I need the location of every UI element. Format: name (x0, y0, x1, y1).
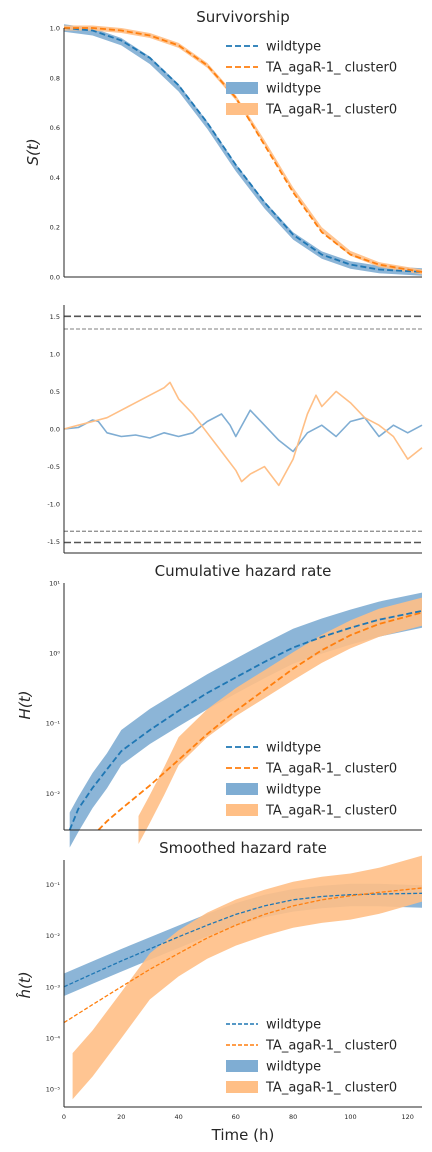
legend-entry: wildtype (266, 783, 321, 798)
legend-patch (226, 783, 258, 795)
panel-title: Cumulative hazard rate (155, 562, 332, 580)
legend: wildtype TA_agaR-1_ cluster0 wildtype TA_ag… (226, 1018, 397, 1096)
y-tick-label: 1.0 (50, 25, 60, 33)
y-tick-label: 10⁻³ (46, 983, 61, 991)
y-tick-label: 0.6 (50, 124, 60, 132)
fit-line (97, 611, 423, 831)
confidence-band (72, 855, 422, 1100)
y-tick-label: -0.5 (47, 463, 60, 471)
y-axis-label: H(t) (16, 691, 34, 720)
legend-patch (226, 103, 258, 115)
y-tick-label: 10⁻⁴ (46, 1035, 61, 1043)
y-tick-label: 10⁰ (49, 650, 60, 658)
y-axis-label: ĥ(t) (15, 971, 34, 998)
residual-line (63, 381, 423, 487)
legend-entry: wildtype (266, 40, 321, 55)
smoothed-hazard-panel: Smoothed hazard rate ĥ(t) Time (h) 10⁻⁵1… (15, 839, 423, 1144)
legend: wildtype TA_agaR-1_ cluster0 wildtype TA_ag… (226, 40, 397, 118)
y-tick-label: 0.0 (50, 274, 60, 282)
legend-entry: TA_agaR-1_ cluster0 (265, 804, 397, 819)
legend-entry: TA_agaR-1_ cluster0 (265, 1081, 397, 1096)
panel-title: Survivorship (196, 8, 289, 26)
y-tick-label: -1.5 (47, 538, 60, 546)
legend-entry: TA_agaR-1_ cluster0 (265, 762, 397, 777)
y-tick-label: 0.5 (50, 388, 60, 396)
x-tick-label: 40 (174, 1113, 182, 1121)
y-tick-label: 10⁻¹ (46, 720, 61, 728)
residual-panel: -1.5 -1.0 -0.5 0.0 0.5 1.0 1.5 (47, 305, 423, 554)
cumulative-hazard-panel: Cumulative hazard rate H(t) 10⁻²10⁻¹10⁰1… (16, 562, 423, 848)
y-tick-label: 10⁻² (46, 932, 61, 940)
fit-line (68, 610, 423, 831)
cumulative-hazard-plot: 10⁻² 10⁻¹ 10⁰ 10¹ (46, 580, 423, 848)
legend-patch (226, 1081, 258, 1093)
fit-line (63, 892, 423, 988)
survivorship-plot: 0.0 0.2 0.4 0.6 0.8 1.0 (50, 24, 423, 282)
x-tick-label: 20 (117, 1113, 125, 1121)
legend-patch (226, 82, 258, 94)
legend: wildtype TA_agaR-1_ cluster0 wildtype TA_ag… (226, 741, 397, 819)
y-tick-label: 0.8 (50, 74, 60, 82)
smoothed-hazard-plot: 10⁻⁵ 10⁻⁴ 10⁻³ 10⁻² 10⁻¹ 0 20 40 60 80 100 120 (46, 855, 423, 1121)
residual-plot: -1.5 -1.0 -0.5 0.0 0.5 1.0 1.5 (47, 313, 423, 546)
y-tick-label: 0.2 (50, 224, 60, 232)
legend-entry: wildtype (266, 1018, 321, 1033)
residual-line (63, 409, 423, 453)
panel-title: Smoothed hazard rate (159, 839, 327, 857)
y-tick-label: 10⁻⁵ (46, 1086, 61, 1094)
legend-entry: TA_agaR-1_ cluster0 (265, 61, 397, 76)
legend-patch (226, 1060, 258, 1072)
x-tick-label: 80 (289, 1113, 297, 1121)
x-axis-label: Time (h) (211, 1126, 275, 1144)
x-tick-label: 100 (344, 1113, 356, 1121)
y-tick-label: 1.0 (50, 350, 60, 358)
survivorship-panel: Survivorship S(t) 0.0 0.2 0.4 0.6 0.8 1.0 wil… (24, 8, 423, 282)
fit-line (63, 887, 423, 1024)
y-tick-label: 1.5 (50, 313, 60, 321)
y-tick-label: 10⁻¹ (46, 881, 61, 889)
y-tick-label: 10¹ (49, 580, 60, 588)
fit-line (64, 27, 423, 273)
legend-entry: wildtype (266, 82, 321, 97)
legend-entry: TA_agaR-1_ cluster0 (265, 1039, 397, 1054)
x-tick-label: 60 (232, 1113, 240, 1121)
legend-patch (226, 804, 258, 816)
x-tick-label: 120 (401, 1113, 413, 1121)
legend-entry: wildtype (266, 1060, 321, 1075)
fit-line (63, 27, 423, 273)
y-tick-label: 10⁻² (46, 790, 61, 798)
legend-entry: wildtype (266, 741, 321, 756)
x-tick-label: 0 (62, 1113, 66, 1121)
y-tick-label: 0.4 (50, 174, 60, 182)
legend-entry: TA_agaR-1_ cluster0 (265, 103, 397, 118)
y-axis-label: S(t) (24, 138, 42, 165)
y-tick-label: 0.0 (50, 426, 60, 434)
y-tick-label: -1.0 (47, 501, 60, 509)
confidence-band (138, 597, 422, 844)
